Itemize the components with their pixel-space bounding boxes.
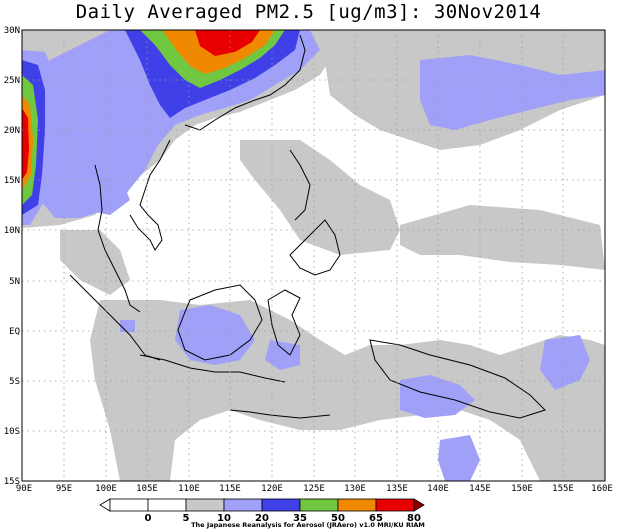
longitude-labels: 90E 95E 100E 105E 110E 115E 120E 125E 13…: [16, 484, 613, 494]
lon-label: 125E: [303, 484, 325, 494]
lon-label: 140E: [427, 484, 449, 494]
pm25-above-80-regions: [22, 30, 260, 180]
lat-label: 5S: [9, 377, 20, 387]
lon-label: 150E: [511, 484, 533, 494]
lat-label: 10S: [4, 427, 20, 437]
colorbar-tick: 50: [331, 513, 345, 524]
lon-label: 120E: [261, 484, 283, 494]
lon-label: 95E: [56, 484, 72, 494]
colorbar-segment: [261, 498, 301, 512]
colorbar-segment: [223, 498, 263, 512]
lat-label: 15N: [4, 176, 20, 186]
lat-label: 25N: [4, 76, 20, 86]
colorbar-segment: [299, 498, 339, 512]
colorbar-segment: [109, 498, 149, 512]
latitude-labels: 30N 25N 20N 15N 10N 5N EQ 5S 10S 15S: [4, 26, 20, 487]
colorbar-low-arrow: [99, 498, 111, 512]
colorbar: 0 5 10 20 35 50 65 80: [99, 498, 425, 524]
lat-label: 10N: [4, 226, 20, 236]
lat-label: 20N: [4, 126, 20, 136]
colorbar-tick: 5: [183, 513, 190, 524]
pm25-field: [22, 30, 605, 481]
lon-label: 105E: [136, 484, 158, 494]
colorbar-tick: 10: [217, 513, 231, 524]
lon-label: 160E: [591, 484, 613, 494]
colorbar-tick: 20: [255, 513, 269, 524]
lat-label: 5N: [9, 277, 20, 287]
lon-label: 100E: [95, 484, 117, 494]
lon-label: 115E: [219, 484, 241, 494]
colorbar-segment: [375, 498, 415, 512]
colorbar-segment: [337, 498, 377, 512]
lon-label: 135E: [386, 484, 408, 494]
lon-label: 130E: [344, 484, 366, 494]
colorbar-segment: [147, 498, 187, 512]
lon-label: 90E: [16, 484, 32, 494]
lon-label: 155E: [552, 484, 574, 494]
lon-label: 110E: [178, 484, 200, 494]
graticule: [22, 30, 605, 481]
colorbar-tick: 35: [293, 513, 307, 524]
map-title: Daily Averaged PM2.5 [ug/m3]: 30Nov2014: [75, 1, 542, 23]
lat-label: 15S: [4, 477, 20, 487]
colorbar-tick: 65: [369, 513, 383, 524]
colorbar-segment: [185, 498, 225, 512]
lat-label: 30N: [4, 26, 20, 36]
credit-text: The Japanese Reanalysis for Aerosol (JRA…: [191, 521, 425, 529]
colorbar-tick: 80: [407, 513, 421, 524]
colorbar-high-arrow: [413, 498, 425, 512]
lon-label: 145E: [469, 484, 491, 494]
lat-label: EQ: [9, 327, 20, 337]
map-frame: [21, 29, 606, 482]
colorbar-tick: 0: [145, 513, 152, 524]
